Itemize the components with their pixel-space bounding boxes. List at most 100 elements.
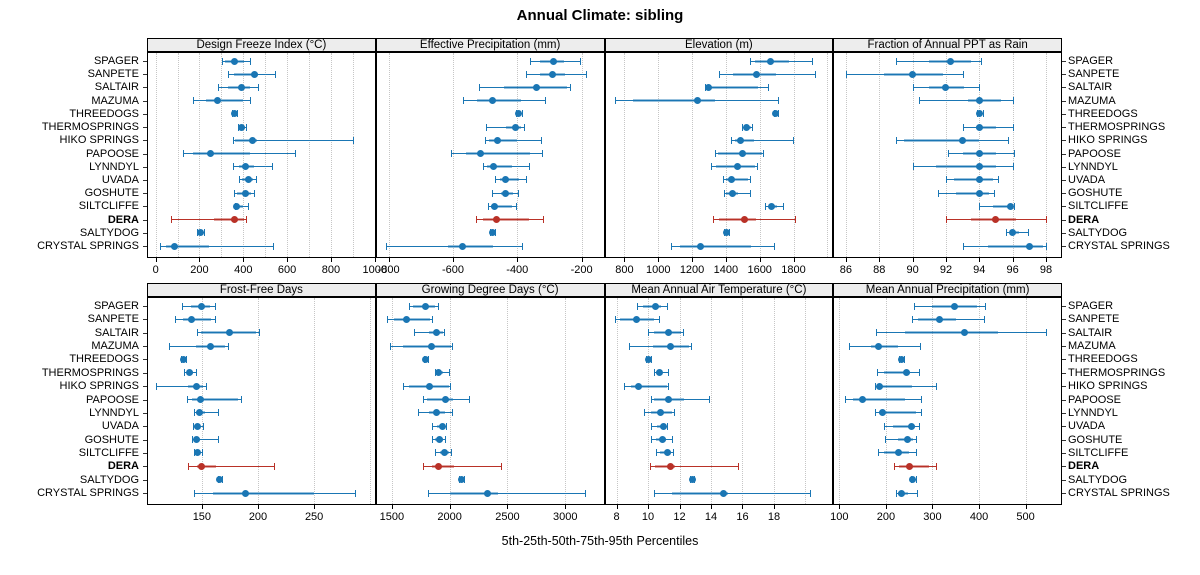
series-sanpete-design-freeze-index-c-cap-high: [274, 70, 276, 78]
series-mazuma-frost-free-days-cap-high: [227, 342, 229, 350]
series-lynndyl-frost-free-days-cap-low: [194, 409, 196, 417]
y-tick: [143, 193, 147, 195]
series-saltair-mean-annual-air-temperature-c-cap-high: [682, 329, 684, 337]
series-uvada-effective-precipitation-mm-cap-high: [525, 176, 527, 184]
series-spager-frost-free-days-cap-low: [181, 302, 183, 310]
series-dera-mean-annual-air-temperature-c-cap-low: [649, 462, 651, 470]
series-goshute-fraction-of-annual-ppt-as-rain-median-dot: [975, 189, 983, 197]
site-label-right-lynndyl: LYNNDYL: [1068, 406, 1118, 419]
series-papoose-frost-free-days-cap-high: [241, 396, 243, 403]
series-crystal-springs-mean-annual-air-temperature-c-cap-high: [810, 489, 812, 497]
series-mazuma-elevation-m-cap-high: [777, 97, 779, 105]
series-saltair-mean-annual-air-temperature-c-median-dot: [664, 329, 672, 337]
x-tick: [1012, 258, 1014, 262]
x-tick: [287, 258, 289, 262]
series-papoose-design-freeze-index-c-whisker: [183, 153, 295, 154]
x-tick: [243, 258, 245, 262]
y-tick: [1062, 306, 1066, 307]
series-thermosprings-effective-precipitation-mm-median-dot: [512, 123, 520, 131]
series-dera-elevation-m-cap-low: [713, 216, 715, 224]
series-saltair-design-freeze-index-c-cap-high: [257, 83, 259, 91]
series-thermosprings-elevation-m-cap-high: [751, 123, 753, 131]
x-tick-label: 92: [939, 264, 953, 276]
gridline: [199, 53, 201, 257]
site-label-left-siltcliffe: SILTCLIFFE: [78, 446, 139, 459]
chart-title: Annual Climate: sibling: [516, 7, 684, 24]
series-uvada-growing-degree-days-c-median-dot: [438, 422, 446, 430]
series-crystal-springs-design-freeze-index-c-cap-low: [160, 242, 162, 250]
series-crystal-springs-mean-annual-precipitation-mm-cap-high: [917, 489, 919, 497]
series-goshute-effective-precipitation-mm-cap-high: [517, 189, 519, 197]
series-dera-frost-free-days-cap-low: [188, 462, 190, 470]
series-siltcliffe-effective-precipitation-mm-median-dot: [491, 202, 499, 210]
y-tick: [1062, 219, 1066, 221]
series-papoose-mean-annual-air-temperature-c-cap-low: [651, 396, 653, 403]
y-tick: [1062, 87, 1066, 89]
series-papoose-effective-precipitation-mm-cap-low: [451, 150, 453, 157]
series-spager-mean-annual-air-temperature-c-whisker: [636, 305, 667, 307]
gridline: [793, 53, 796, 257]
x-tick: [581, 258, 583, 262]
x-tick-label: 14: [704, 511, 718, 523]
series-spager-growing-degree-days-c-median-dot: [422, 302, 430, 310]
site-label-right-crystal-springs: CRYSTAL SPRINGS: [1068, 487, 1170, 499]
x-tick: [452, 258, 454, 262]
series-crystal-springs-frost-free-days-median-dot: [242, 489, 250, 497]
site-label-left-saltydog: SALTYDOG: [79, 473, 139, 486]
y-tick: [143, 61, 147, 62]
gridline: [979, 298, 981, 504]
x-tick: [616, 505, 618, 509]
series-hiko-springs-mean-annual-air-temperature-c-whisker: [624, 385, 669, 387]
series-goshute-elevation-m-cap-low: [723, 189, 725, 197]
series-thermosprings-mean-annual-precipitation-mm-whisker: [876, 372, 919, 374]
series-mazuma-mean-annual-precipitation-mm-cap-low: [849, 342, 851, 350]
series-thermosprings-fraction-of-annual-ppt-as-rain-median-dot: [975, 123, 983, 131]
series-sanpete-frost-free-days-median-dot: [188, 315, 196, 323]
series-dera-design-freeze-index-c-whisker: [171, 219, 247, 221]
x-tick: [912, 258, 914, 262]
series-goshute-mean-annual-air-temperature-c-cap-low: [651, 436, 653, 444]
x-tick: [1045, 258, 1047, 262]
series-sanpete-frost-free-days-whisker: [174, 318, 216, 320]
series-mazuma-mean-annual-air-temperature-c-whisker: [629, 345, 691, 347]
series-mazuma-frost-free-days-whisker: [169, 345, 228, 347]
site-label-right-uvada: UVADA: [1068, 420, 1106, 433]
x-tick: [945, 258, 947, 262]
panel-frost-free-days: [147, 297, 376, 505]
series-mazuma-mean-annual-air-temperature-c-cap-high: [690, 342, 692, 350]
strip-effective-precipitation-mm: Effective Precipitation (mm): [375, 38, 605, 52]
series-spager-mean-annual-precipitation-mm-median-dot: [951, 302, 959, 310]
site-label-left-lynndyl: LYNNDYL: [89, 160, 139, 173]
series-sanpete-effective-precipitation-mm-median-dot: [548, 70, 556, 78]
series-papoose-growing-degree-days-c-cap-low: [423, 396, 425, 403]
gridline: [265, 53, 267, 257]
y-tick: [143, 246, 147, 247]
series-siltcliffe-fraction-of-annual-ppt-as-rain-cap-low: [979, 202, 981, 210]
series-papoose-design-freeze-index-c-cap-low: [183, 150, 185, 157]
series-lynndyl-fraction-of-annual-ppt-as-rain-whisker: [912, 166, 1013, 168]
series-dera-mean-annual-air-temperature-c-cap-high: [737, 462, 739, 470]
series-dera-elevation-m-whisker: [713, 219, 796, 221]
series-mazuma-effective-precipitation-mm-median-dot: [489, 97, 497, 105]
series-spager-elevation-m-cap-low: [750, 57, 752, 65]
series-uvada-design-freeze-index-c-median-dot: [245, 176, 253, 184]
series-thermosprings-frost-free-days-median-dot: [186, 369, 194, 377]
x-tick: [201, 505, 203, 509]
series-mazuma-frost-free-days-cap-low: [169, 342, 171, 350]
series-hiko-springs-mean-annual-air-temperature-c-cap-low: [624, 382, 626, 390]
site-label-right-threedogs: THREEDOGS: [1068, 107, 1138, 120]
y-tick: [1062, 479, 1066, 481]
series-uvada-effective-precipitation-mm-whisker: [494, 179, 526, 181]
gridline: [258, 298, 260, 504]
series-siltcliffe-design-freeze-index-c-whisker: [234, 205, 248, 207]
series-thermosprings-elevation-m-median-dot: [743, 123, 751, 131]
x-tick-label: 1200: [679, 264, 705, 276]
series-saltydog-design-freeze-index-c-cap-high: [204, 229, 206, 237]
series-sanpete-design-freeze-index-c-median-dot: [250, 70, 258, 78]
series-sanpete-effective-precipitation-mm-cap-high: [586, 70, 588, 78]
series-goshute-effective-precipitation-mm-cap-low: [492, 189, 494, 197]
series-crystal-springs-frost-free-days-whisker: [194, 492, 355, 494]
series-goshute-elevation-m-cap-high: [749, 189, 751, 197]
series-goshute-design-freeze-index-c-median-dot: [241, 189, 249, 197]
